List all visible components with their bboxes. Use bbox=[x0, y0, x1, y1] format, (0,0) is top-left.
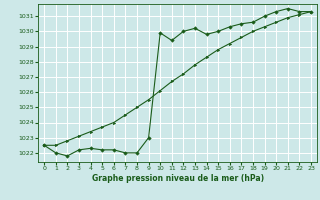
X-axis label: Graphe pression niveau de la mer (hPa): Graphe pression niveau de la mer (hPa) bbox=[92, 174, 264, 183]
